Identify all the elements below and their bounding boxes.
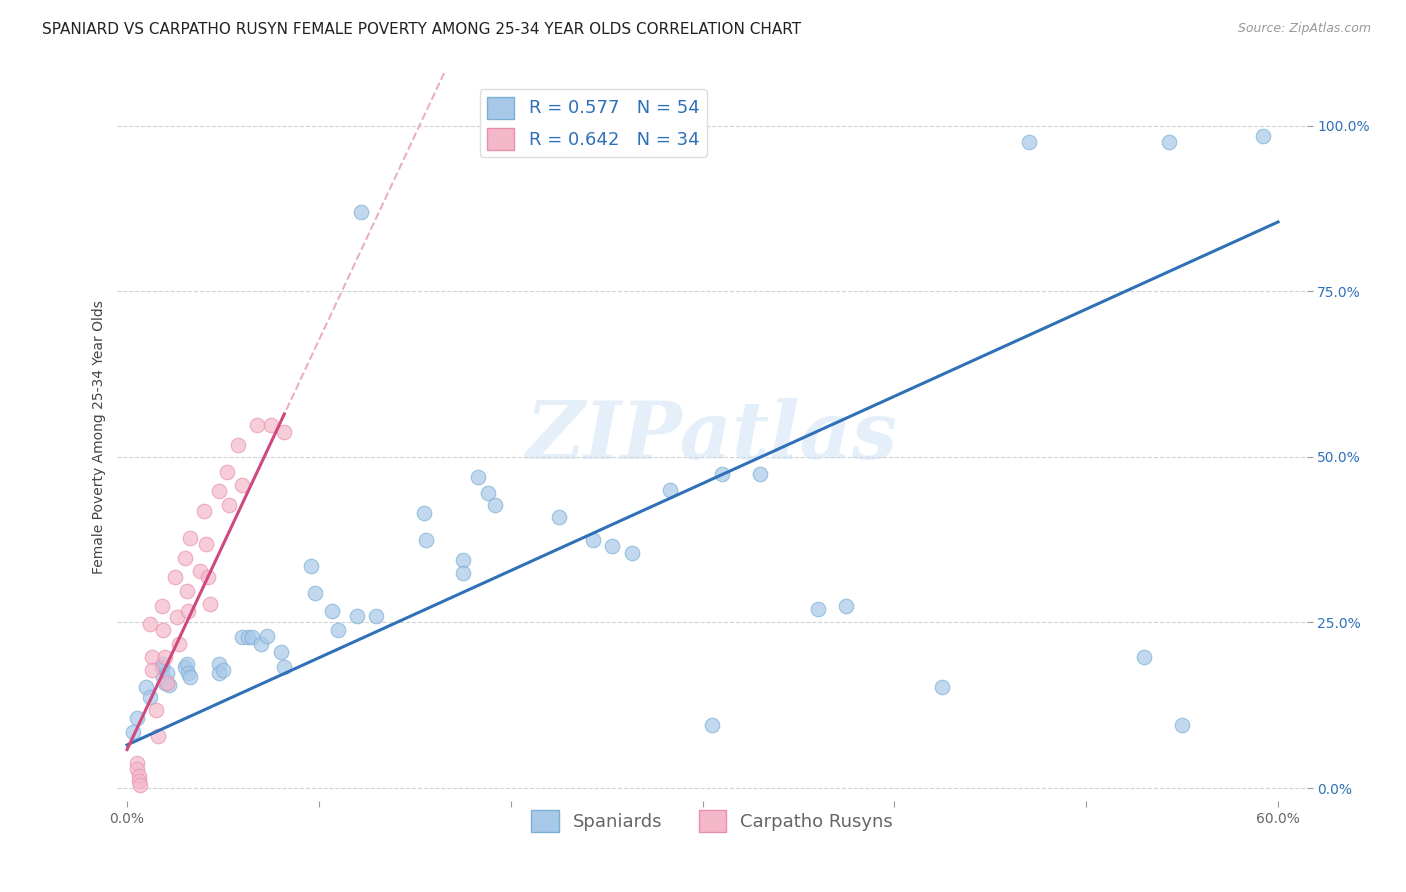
Point	[135, 680, 157, 694]
Text: ZIPatlas: ZIPatlas	[526, 399, 898, 475]
Point	[150, 660, 173, 674]
Point	[260, 418, 283, 433]
Point	[451, 552, 474, 566]
Point	[139, 690, 162, 704]
Point	[346, 608, 368, 623]
Point	[702, 718, 724, 732]
Point	[173, 550, 195, 565]
Point	[198, 597, 221, 611]
Point	[128, 774, 150, 789]
Point	[146, 730, 169, 744]
Point	[145, 703, 167, 717]
Point	[658, 483, 681, 497]
Point	[547, 509, 569, 524]
Point	[176, 583, 198, 598]
Point	[321, 603, 343, 617]
Point	[141, 663, 163, 677]
Point	[240, 630, 263, 644]
Point	[931, 680, 953, 694]
Point	[236, 630, 259, 644]
Point	[273, 660, 295, 674]
Point	[194, 537, 217, 551]
Point	[188, 564, 211, 578]
Point	[176, 657, 198, 671]
Point	[173, 660, 195, 674]
Point	[125, 763, 148, 777]
Point	[129, 778, 152, 792]
Point	[179, 670, 201, 684]
Text: Source: ZipAtlas.com: Source: ZipAtlas.com	[1237, 22, 1371, 36]
Point	[177, 603, 200, 617]
Point	[246, 418, 269, 433]
Point	[226, 438, 249, 452]
Point	[155, 649, 177, 664]
Point	[231, 630, 253, 644]
Point	[157, 678, 180, 692]
Point	[326, 624, 349, 638]
Point	[299, 559, 322, 574]
Point	[152, 624, 174, 638]
Point	[350, 205, 373, 219]
Point	[208, 657, 231, 671]
Point	[208, 666, 231, 681]
Point	[231, 477, 253, 491]
Point	[163, 570, 186, 584]
Point	[179, 531, 201, 545]
Point	[152, 670, 174, 684]
Point	[150, 657, 173, 671]
Point	[121, 724, 143, 739]
Point	[156, 676, 179, 690]
Point	[710, 467, 733, 481]
Point	[215, 465, 238, 479]
Point	[477, 486, 499, 500]
Point	[484, 498, 506, 512]
Point	[167, 637, 190, 651]
Text: SPANIARD VS CARPATHO RUSYN FEMALE POVERTY AMONG 25-34 YEAR OLDS CORRELATION CHAR: SPANIARD VS CARPATHO RUSYN FEMALE POVERT…	[42, 22, 801, 37]
Point	[1157, 136, 1180, 150]
Point	[1171, 718, 1194, 732]
Point	[128, 769, 150, 783]
Point	[139, 616, 162, 631]
Point	[366, 608, 388, 623]
Point	[166, 610, 188, 624]
Point	[807, 602, 830, 616]
Point	[270, 645, 292, 659]
Point	[177, 666, 200, 681]
Point	[835, 599, 858, 613]
Point	[250, 637, 273, 651]
Point	[218, 498, 240, 512]
Point	[156, 666, 179, 681]
Point	[304, 585, 326, 599]
Y-axis label: Female Poverty Among 25-34 Year Olds: Female Poverty Among 25-34 Year Olds	[93, 301, 107, 574]
Point	[256, 629, 278, 643]
Point	[1018, 136, 1040, 150]
Point	[602, 540, 624, 554]
Point	[1133, 649, 1156, 664]
Point	[141, 649, 163, 664]
Point	[125, 756, 148, 770]
Point	[582, 533, 605, 547]
Point	[620, 546, 643, 560]
Point	[1251, 128, 1274, 143]
Point	[413, 506, 436, 520]
Point	[208, 484, 231, 499]
Point	[415, 533, 437, 547]
Point	[193, 504, 215, 518]
Point	[212, 663, 235, 677]
Point	[125, 711, 148, 725]
Point	[451, 566, 474, 580]
Point	[273, 425, 295, 439]
Point	[155, 676, 177, 690]
Point	[150, 599, 173, 613]
Point	[749, 467, 772, 481]
Point	[197, 570, 219, 584]
Point	[467, 470, 489, 484]
Legend: Spaniards, Carpatho Rusyns: Spaniards, Carpatho Rusyns	[524, 803, 900, 839]
